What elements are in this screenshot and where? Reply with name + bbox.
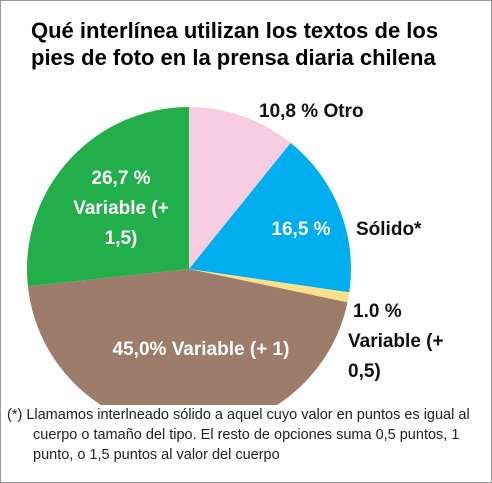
slice-label: 45,0% Variable (+ 1) xyxy=(61,335,341,365)
value-label: 26,7 % xyxy=(91,168,151,189)
chart-title: Qué interlínea utilizan los textos de lo… xyxy=(31,18,439,70)
value-label: 16,5 % xyxy=(271,219,331,240)
category-label: Sólido* xyxy=(356,219,422,240)
category-label: Otro xyxy=(323,101,364,122)
pie-slice xyxy=(27,107,190,287)
pie-slice xyxy=(189,107,291,269)
value-label: 1.0 % xyxy=(353,301,402,322)
pie-slice xyxy=(189,142,351,293)
category-label: Variable (+ 1) xyxy=(171,339,290,360)
category-label: Variable (+ 0,5) xyxy=(348,331,444,382)
pie-slice xyxy=(27,269,348,432)
value-label: 10,8 % xyxy=(259,101,319,122)
category-label: Variable (+ 1,5) xyxy=(73,198,169,249)
slice-label: 10,8 % Otro xyxy=(259,97,364,127)
value-label: 45,0% xyxy=(112,339,167,360)
pie-slice xyxy=(189,269,350,303)
footnote: (*) Llamamos interlneado sólido a aquel … xyxy=(5,405,491,465)
